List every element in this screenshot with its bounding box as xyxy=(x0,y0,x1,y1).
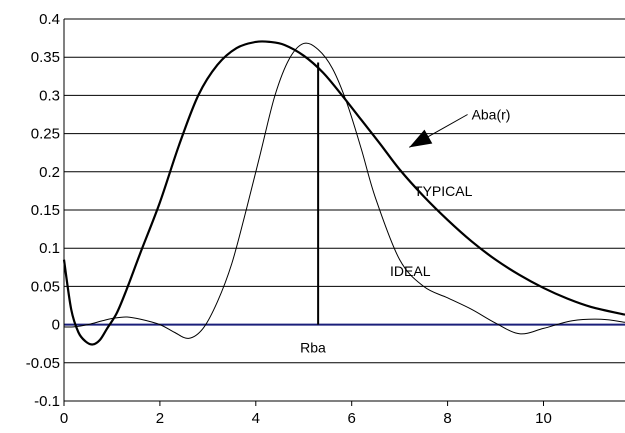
x-tick-label: 8 xyxy=(443,410,451,427)
x-tick-label: 2 xyxy=(156,410,164,427)
annotations: Rba Aba(r) TYPICAL IDEAL xyxy=(300,107,510,356)
x-tick-label: 4 xyxy=(252,410,260,427)
y-tick-label: 0.25 xyxy=(31,126,60,143)
annotation-arrowhead xyxy=(409,129,433,148)
y-tick-label: 0.35 xyxy=(31,49,60,66)
grid xyxy=(63,18,625,402)
y-tick-label: 0.1 xyxy=(39,240,60,257)
x-tick-label: 10 xyxy=(535,410,552,427)
y-axis-ticks: -0.1 -0.05 0 0.05 0.1 0.15 0.2 0.25 0.3 0.35 0.4 xyxy=(26,11,60,410)
y-tick-label: 0.3 xyxy=(39,87,60,104)
annotation-aba-r: Aba(r) xyxy=(472,107,511,123)
y-tick-label: 0.15 xyxy=(31,202,60,219)
x-axis-ticks: 0 2 4 6 8 10 xyxy=(60,401,552,427)
series-line-ideal xyxy=(63,42,625,339)
annotation-typical: TYPICAL xyxy=(414,183,473,199)
plot-area xyxy=(62,40,625,346)
annotation-ideal: IDEAL xyxy=(390,263,431,279)
x-tick-label: 0 xyxy=(60,410,68,427)
rba-label: Rba xyxy=(300,340,326,356)
y-tick-label: -0.1 xyxy=(34,393,60,410)
y-tick-label: 0.2 xyxy=(39,164,60,181)
y-tick-label: -0.05 xyxy=(26,355,60,372)
y-tick-label: 0.4 xyxy=(39,11,60,28)
series-line-typical xyxy=(62,40,625,346)
y-tick-label: 0 xyxy=(52,317,60,334)
y-tick-label: 0.05 xyxy=(31,278,60,295)
x-tick-label: 6 xyxy=(348,410,356,427)
